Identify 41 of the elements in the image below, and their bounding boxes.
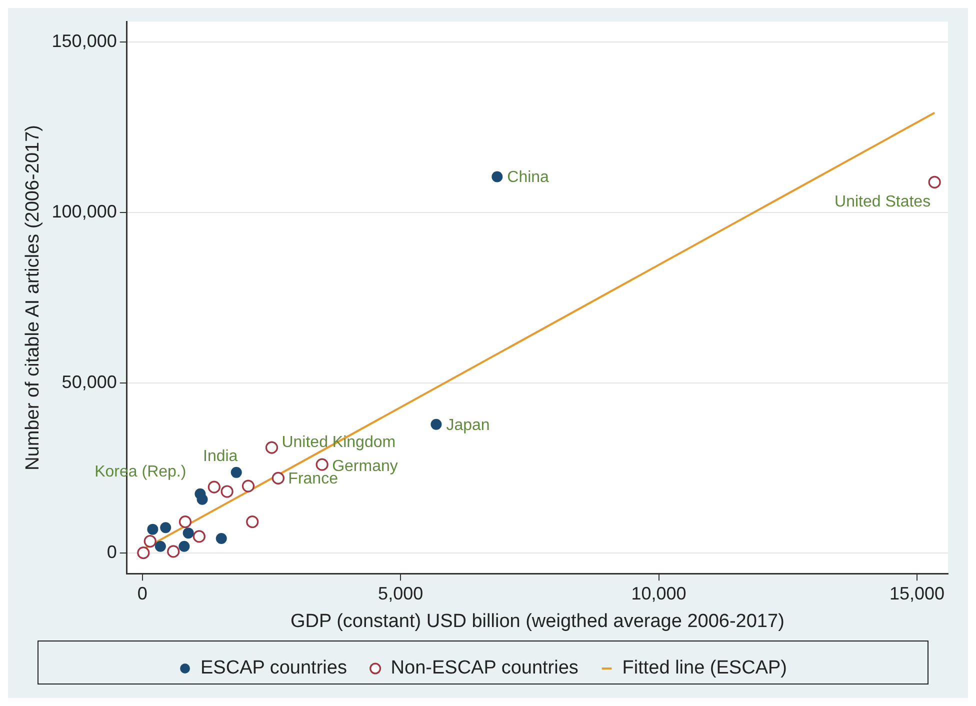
point <box>160 522 172 534</box>
annotation: China <box>507 169 550 186</box>
point <box>216 533 227 544</box>
point <box>246 516 259 528</box>
point <box>230 466 242 478</box>
legend-label: Fitted line (ESCAP) <box>622 658 787 679</box>
point <box>208 480 220 494</box>
point <box>196 494 208 505</box>
point <box>167 545 180 558</box>
annotation: United Kingdom <box>282 434 396 452</box>
point <box>316 458 328 471</box>
point <box>154 540 166 552</box>
point <box>178 516 192 528</box>
legend-label: ESCAP countries <box>200 658 347 679</box>
point <box>430 418 442 430</box>
legend-label: Non-ESCAP countries <box>390 658 578 679</box>
y-tick-label: 100,000 <box>52 202 117 222</box>
point <box>265 441 278 454</box>
x-tick-label: 5,000 <box>378 583 424 604</box>
x-tick-label: 0 <box>137 583 148 604</box>
point <box>178 540 190 552</box>
point <box>182 528 194 539</box>
point <box>492 171 503 182</box>
point <box>242 480 255 492</box>
point <box>147 524 158 535</box>
point <box>192 530 206 543</box>
x-tick-label: 15,000 <box>889 583 945 604</box>
x-tick-label: 10,000 <box>631 583 686 604</box>
point <box>220 485 234 498</box>
y-tick-label: 0 <box>106 542 117 562</box>
point <box>928 176 941 189</box>
annotation: United States <box>834 194 931 211</box>
point <box>137 546 150 560</box>
annotation: Japan <box>446 416 490 434</box>
y-tick-label: 50,000 <box>62 372 117 392</box>
x-axis-title: GDP (constant) USD billion (weigthed average 2006-2017) <box>290 610 784 632</box>
point <box>144 534 156 548</box>
annotation: India <box>203 448 238 465</box>
point <box>272 472 284 485</box>
y-tick-label: 150,000 <box>52 31 117 52</box>
y-axis-title: Number of citable AI articles (2006-2017) <box>22 125 44 470</box>
